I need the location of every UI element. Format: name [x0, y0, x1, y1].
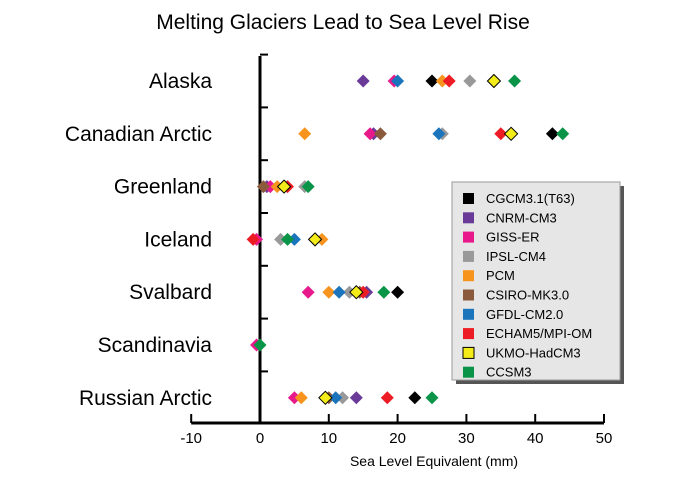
data-point [373, 127, 387, 141]
x-tick-label: -10 [180, 430, 202, 447]
x-axis-label: Sea Level Equivalent (mm) [350, 453, 518, 469]
data-point [301, 180, 315, 194]
data-point [281, 232, 295, 246]
legend-swatch [463, 308, 474, 320]
category-label: Greenland [114, 176, 212, 199]
category-label: Svalbard [129, 281, 212, 304]
data-point [274, 232, 288, 246]
data-point [545, 127, 559, 141]
legend-swatch [463, 250, 474, 262]
legend-swatch [463, 328, 474, 340]
data-point [503, 126, 519, 142]
legend-swatch [463, 270, 474, 282]
legend-entry: GISS-ER [486, 230, 539, 245]
category-labels: Alaska Canadian Arctic Greenland Iceland Sva… [65, 70, 212, 410]
data-point [408, 391, 422, 405]
data-point [329, 391, 343, 405]
x-tick-label: 50 [596, 430, 613, 447]
data-point [287, 232, 301, 246]
data-points [246, 73, 570, 406]
legend-swatch [463, 212, 474, 224]
legend-entry: IPSL-CM4 [486, 249, 546, 264]
data-point [486, 73, 502, 89]
data-point [307, 232, 323, 247]
data-point [556, 127, 570, 141]
data-point [425, 391, 439, 405]
data-point [363, 127, 377, 141]
data-point [298, 127, 312, 141]
legend-swatch [463, 366, 474, 378]
legend: CGCM3.1(T63) CNRM-CM3 GISS-ER IPSL-CM4 PCM CS… [451, 181, 624, 384]
data-point [391, 74, 405, 88]
x-tick-label: 20 [389, 430, 406, 447]
data-point [494, 127, 508, 141]
data-point [391, 285, 405, 299]
data-point [425, 74, 439, 88]
legend-swatch [463, 193, 474, 204]
legend-entry: CSIRO-MK3.0 [486, 288, 569, 303]
x-tick-label: 0 [256, 430, 264, 447]
data-point [435, 74, 449, 88]
legend-entry: CNRM-CM3 [486, 210, 557, 225]
legend-entry: PCM [486, 268, 515, 283]
legend-box [451, 181, 621, 381]
category-label: Scandinavia [98, 334, 213, 357]
legend-swatch [463, 231, 474, 243]
legend-entry: CGCM3.1(T63) [486, 191, 575, 206]
data-point [294, 391, 308, 405]
legend-entry: CCSM3 [486, 365, 532, 380]
category-label: Alaska [149, 70, 212, 93]
x-tick-label: 10 [320, 430, 337, 447]
data-point [508, 74, 522, 88]
legend-entry: ECHAM5/MPI-OM [486, 326, 592, 341]
data-point [432, 127, 446, 141]
data-point [276, 179, 292, 194]
legend-swatch [463, 289, 474, 301]
data-point [332, 285, 346, 299]
data-point [336, 391, 350, 405]
data-point [322, 285, 336, 299]
data-point [246, 232, 260, 246]
legend-entry: UKMO-HadCM3 [486, 345, 581, 360]
data-point [349, 284, 364, 300]
category-label: Canadian Arctic [65, 123, 212, 146]
data-point [256, 180, 270, 194]
data-point [349, 391, 363, 405]
data-point [318, 390, 333, 406]
data-point [442, 74, 456, 88]
data-point [356, 74, 370, 88]
legend-entry: GFDL-CM2.0 [486, 307, 563, 322]
legend-swatch [462, 346, 475, 359]
category-label: Russian Arctic [79, 387, 212, 410]
data-point [253, 338, 267, 352]
axes: -10 0 10 20 30 40 50 [180, 53, 613, 447]
data-point [377, 285, 391, 299]
data-point [463, 74, 477, 88]
data-point [263, 180, 277, 194]
data-point [301, 285, 315, 299]
x-tick-label: 30 [458, 430, 475, 447]
category-label: Iceland [144, 228, 212, 251]
chart-title: Melting Glaciers Lead to Sea Level Rise [156, 11, 530, 34]
data-point [380, 391, 394, 405]
data-point [287, 391, 301, 405]
x-tick-label: 40 [527, 430, 544, 447]
